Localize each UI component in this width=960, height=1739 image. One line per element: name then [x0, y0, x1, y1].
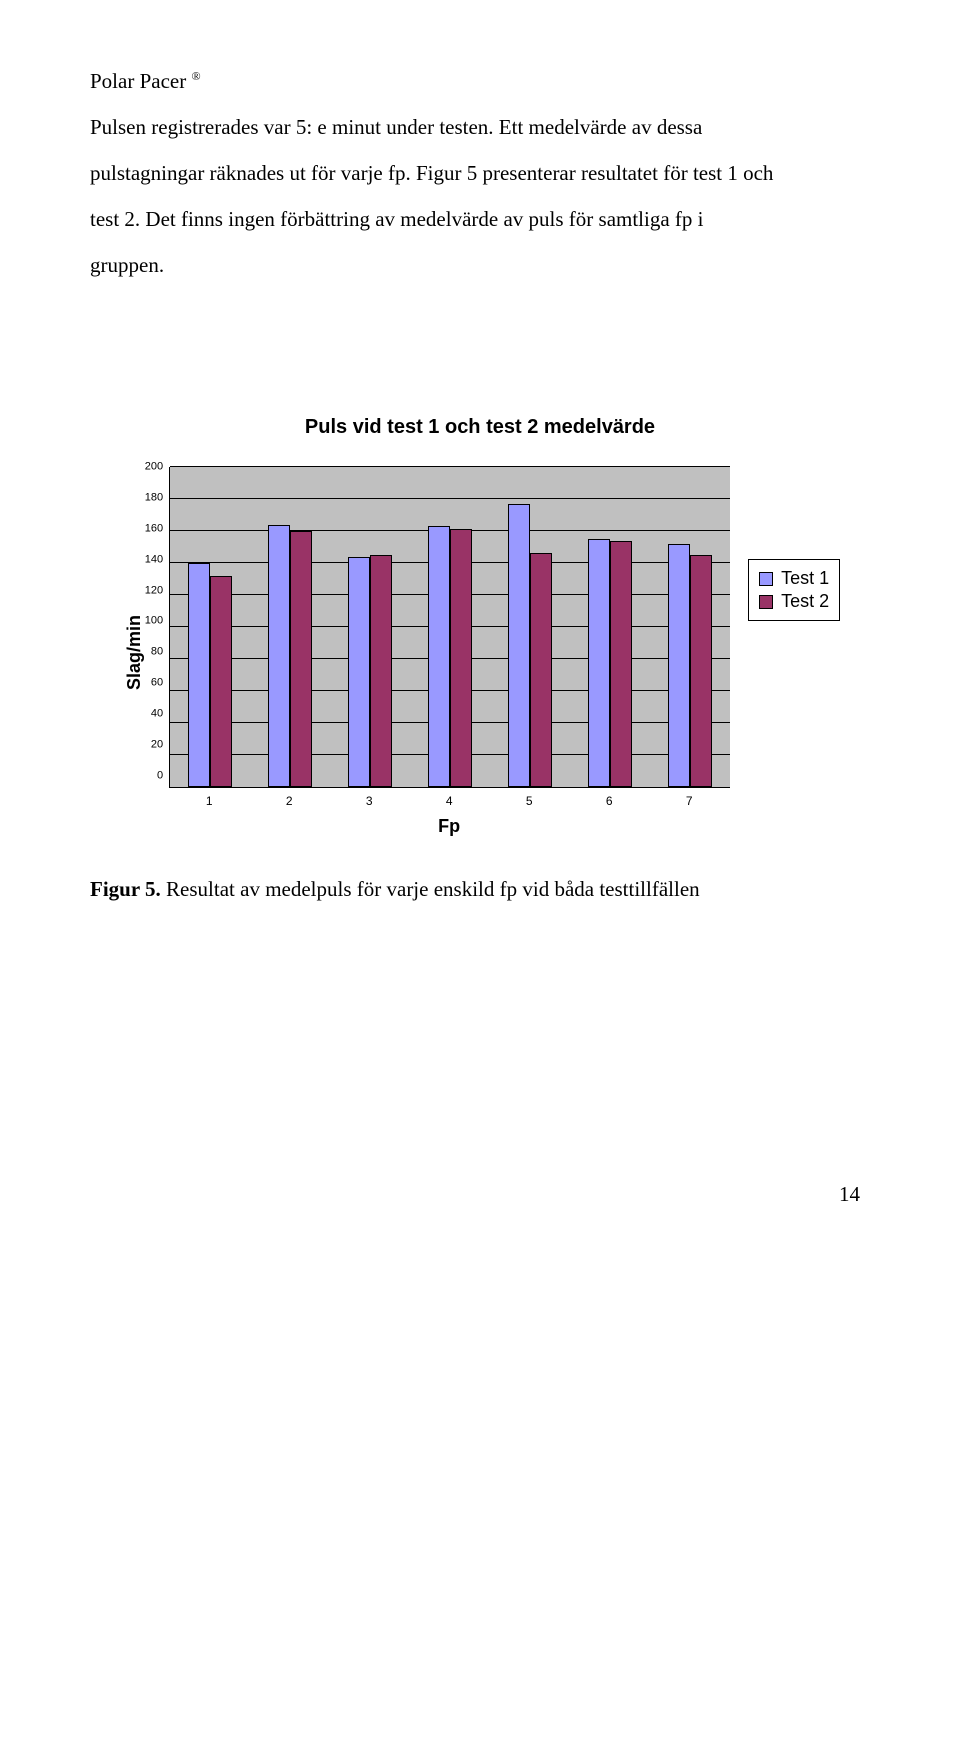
- chart-container: Slag/min 200180160140120100806040200 123…: [90, 467, 870, 837]
- body-line-2: pulstagningar räknades ut för varje fp. …: [90, 152, 870, 194]
- legend-item: Test 2: [759, 591, 829, 612]
- y-tick: 20: [145, 740, 163, 751]
- x-tick: 6: [569, 794, 649, 808]
- chart-legend: Test 1Test 2: [748, 559, 840, 621]
- bar: [508, 504, 530, 787]
- y-tick: 60: [145, 678, 163, 689]
- bar: [668, 544, 690, 787]
- x-tick: 1: [169, 794, 249, 808]
- bar: [290, 531, 312, 787]
- y-tick: 40: [145, 709, 163, 720]
- grid-line: [170, 498, 730, 499]
- bar-group: [428, 526, 472, 787]
- bar: [450, 529, 472, 787]
- y-tick: 140: [145, 554, 163, 565]
- y-tick: 0: [145, 770, 163, 781]
- x-axis-ticks: 1234567: [169, 794, 729, 808]
- x-tick: 3: [329, 794, 409, 808]
- bar: [428, 526, 450, 787]
- bar: [588, 539, 610, 787]
- y-tick: 180: [145, 492, 163, 503]
- bar: [268, 525, 290, 787]
- x-tick: 2: [249, 794, 329, 808]
- legend-label: Test 2: [781, 591, 829, 612]
- device-name-text: Polar Pacer: [90, 69, 186, 93]
- page-number: 14: [90, 1182, 870, 1207]
- y-tick: 200: [145, 462, 163, 473]
- y-axis-label: Slag/min: [120, 492, 145, 812]
- body-line-3: test 2. Det finns ingen förbättring av m…: [90, 198, 870, 240]
- device-name: Polar Pacer ®: [90, 60, 870, 102]
- grid-line: [170, 466, 730, 467]
- y-tick: 120: [145, 585, 163, 596]
- bar-group: [508, 504, 552, 787]
- bar-group: [188, 563, 232, 787]
- figure-caption-label: Figur 5.: [90, 877, 161, 901]
- y-tick: 100: [145, 616, 163, 627]
- legend-swatch: [759, 595, 773, 609]
- y-tick: 80: [145, 647, 163, 658]
- y-axis-ticks: 200180160140120100806040200: [145, 467, 169, 787]
- bar: [210, 576, 232, 787]
- chart-title: Puls vid test 1 och test 2 medelvärde: [90, 416, 870, 439]
- x-tick: 5: [489, 794, 569, 808]
- bar-group: [588, 539, 632, 787]
- body-line-1: Pulsen registrerades var 5: e minut unde…: [90, 106, 870, 148]
- bar: [188, 563, 210, 787]
- chart-plot-area: [169, 467, 730, 788]
- figure-caption-text: Resultat av medelpuls för varje enskild …: [161, 877, 700, 901]
- x-tick: 7: [649, 794, 729, 808]
- bar: [530, 553, 552, 787]
- bar-group: [348, 555, 392, 787]
- bar: [690, 555, 712, 787]
- legend-swatch: [759, 572, 773, 586]
- figure-caption: Figur 5. Resultat av medelpuls för varje…: [90, 877, 870, 902]
- bar: [610, 541, 632, 787]
- bar: [348, 557, 370, 787]
- registered-mark: ®: [191, 69, 200, 83]
- body-line-4: gruppen.: [90, 244, 870, 286]
- legend-label: Test 1: [781, 568, 829, 589]
- legend-item: Test 1: [759, 568, 829, 589]
- bar-group: [268, 525, 312, 787]
- x-tick: 4: [409, 794, 489, 808]
- x-axis-label: Fp: [169, 816, 729, 837]
- y-tick: 160: [145, 523, 163, 534]
- bar-group: [668, 544, 712, 787]
- bar: [370, 555, 392, 787]
